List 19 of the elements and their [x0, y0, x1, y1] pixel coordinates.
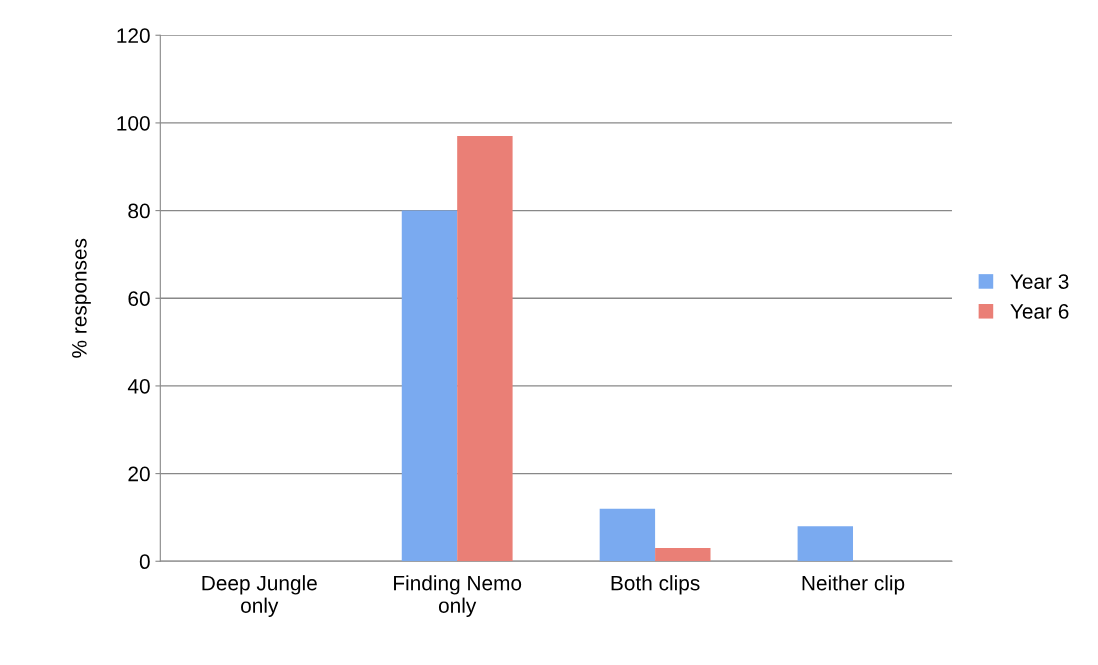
x-tick-label: Neither clip — [802, 575, 905, 595]
y-tick-label: 60 — [128, 291, 150, 307]
legend-label: Year 3 — [1010, 274, 1069, 289]
y-tick-label: 100 — [117, 115, 150, 131]
x-tick-label: Finding Nemo only — [394, 575, 522, 618]
y-tick-label: 20 — [128, 466, 150, 482]
y-tick-label: 120 — [117, 28, 150, 43]
bar — [599, 508, 656, 562]
y-tick-label: 80 — [128, 203, 150, 219]
y-tick-label: 0 — [139, 554, 150, 570]
y-axis-title: % responses — [72, 238, 91, 358]
legend-label: Year 6 — [1010, 304, 1069, 319]
bar — [457, 136, 513, 562]
x-tick-label: Both clips — [611, 575, 700, 595]
bar — [797, 526, 854, 562]
x-tick-label: Deep Jungle only — [202, 575, 317, 618]
bar — [401, 210, 458, 562]
y-tick-label: 40 — [127, 378, 150, 394]
bar — [655, 548, 711, 562]
